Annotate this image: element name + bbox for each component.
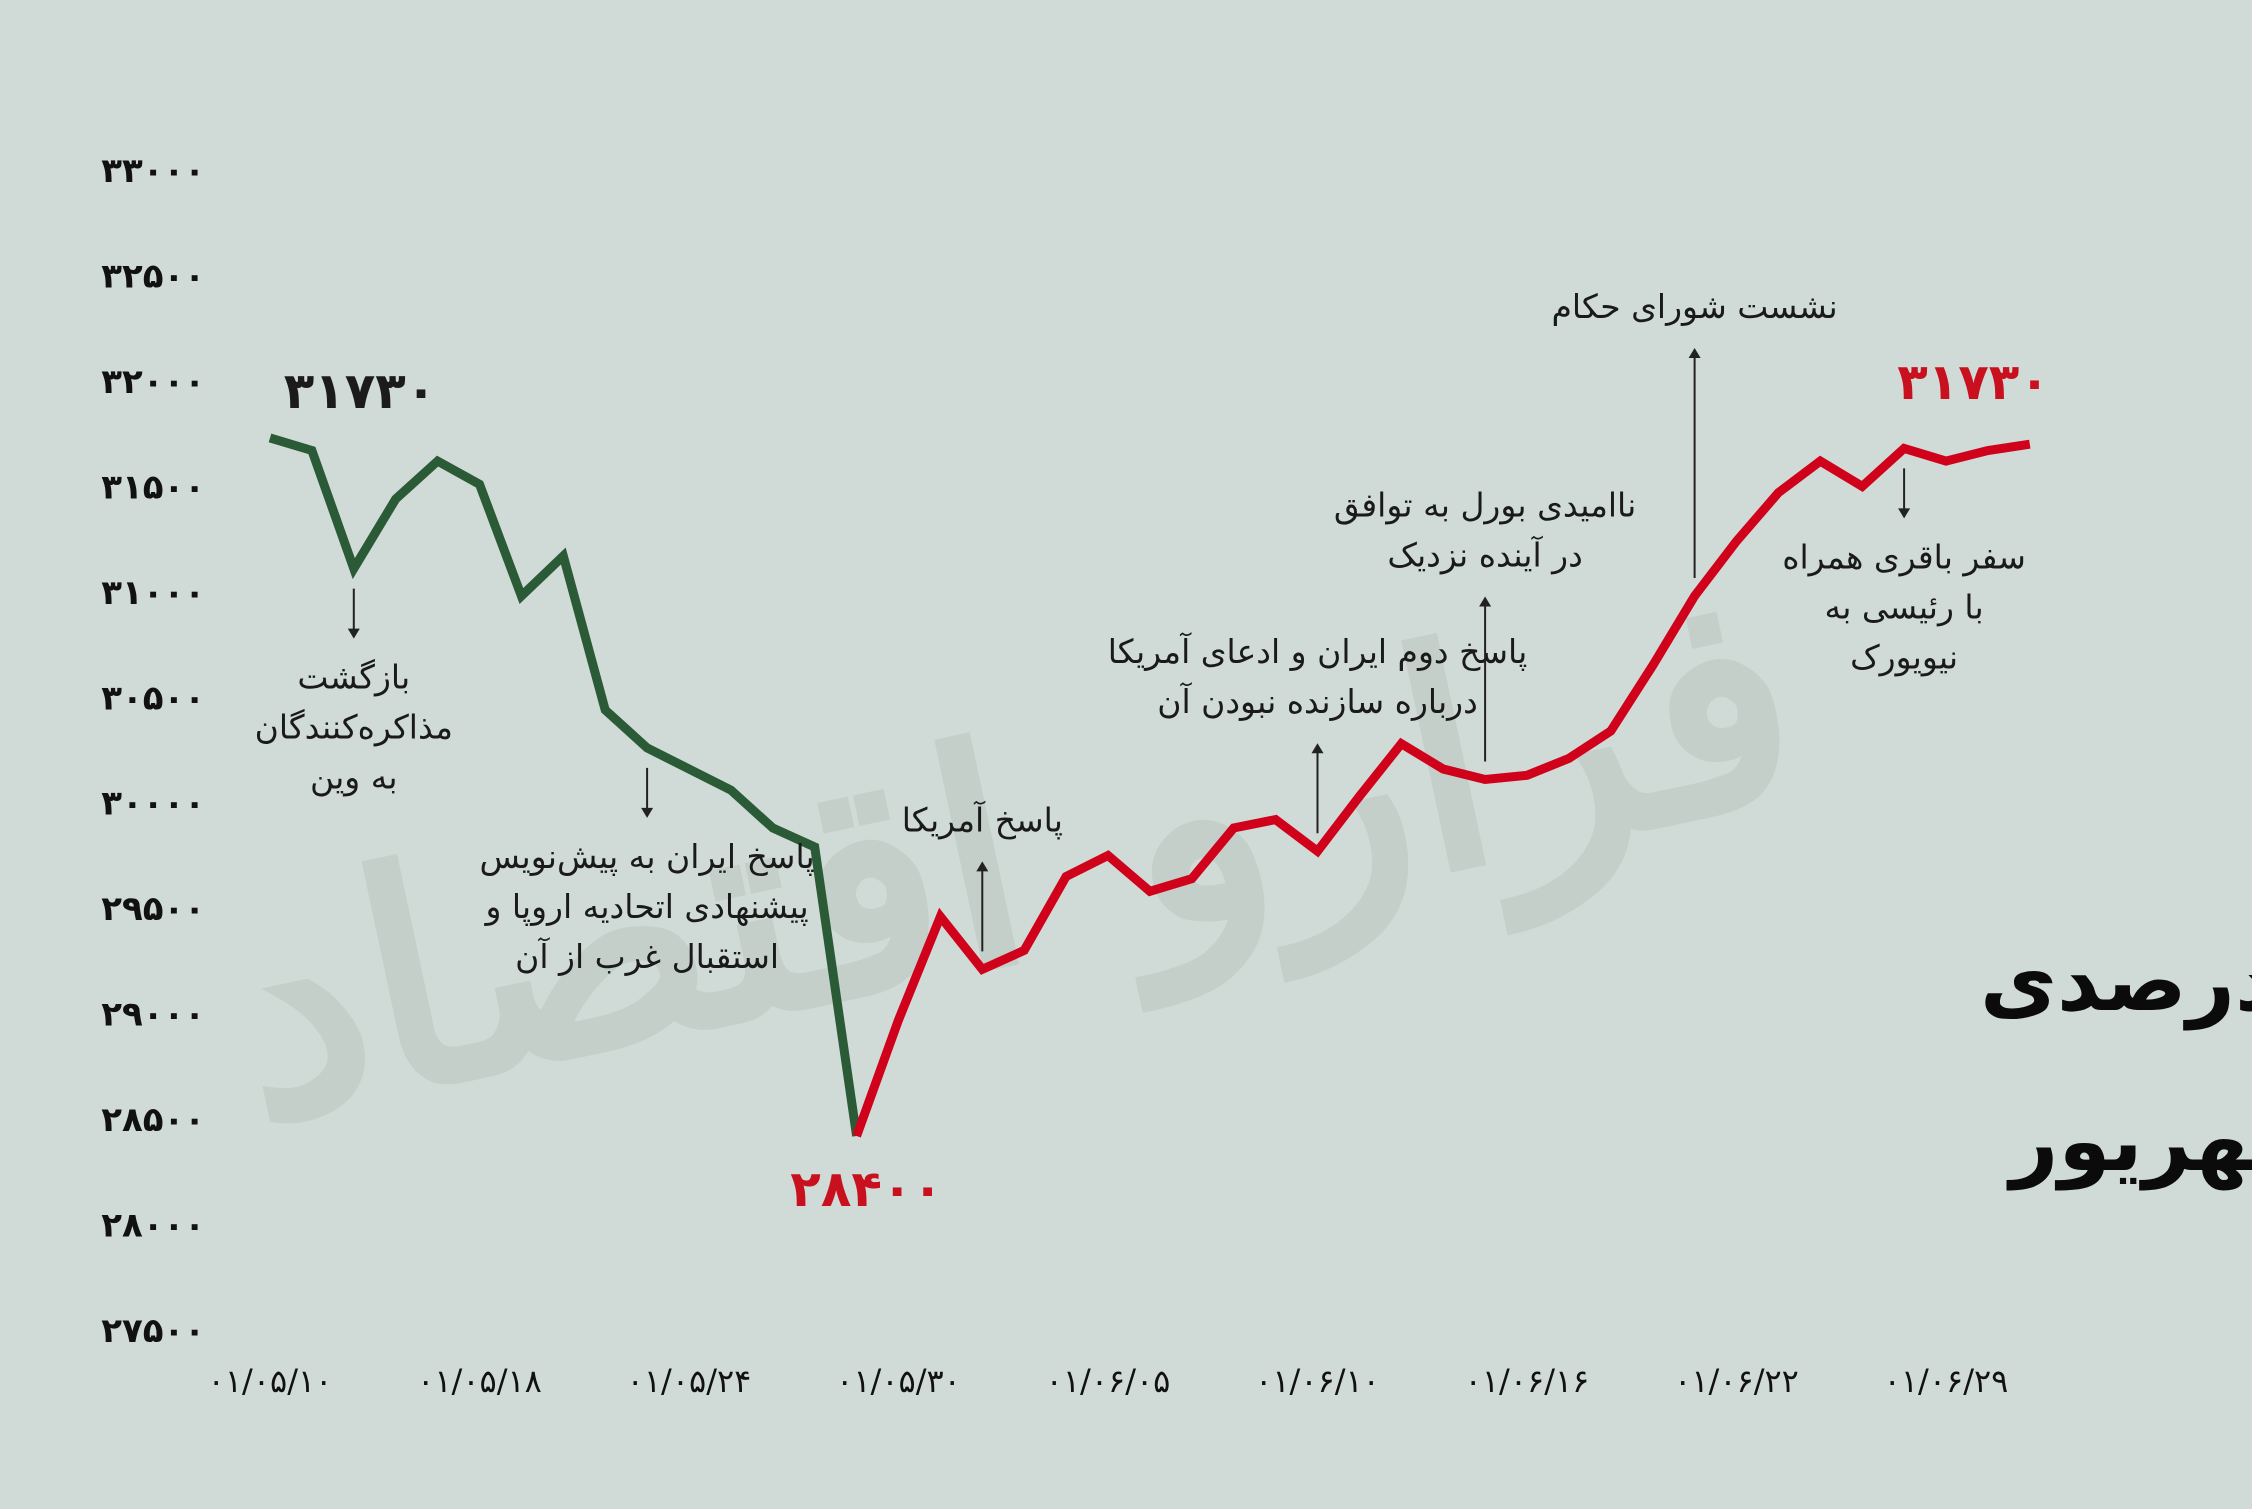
x-tick-label: ۰۱/۰۶/۱۶ — [1465, 1362, 1590, 1400]
annotation-text: نیویورک — [1850, 637, 1958, 676]
chart-title-line-2: قیمت دلار در شهریور — [2006, 1092, 2252, 1191]
series-line-2 — [852, 439, 2031, 1138]
annotation-text: استقبال غرب از آن — [515, 937, 779, 976]
annotation-text: نشست شورای حکام — [1551, 287, 1837, 326]
x-tick-label: ۰۱/۰۶/۲۹ — [1884, 1362, 2009, 1400]
y-tick-label: ۲۹۰۰۰ — [101, 995, 205, 1035]
watermark-logo: فرارو اقتصاد — [198, 515, 1827, 1199]
y-tick-label: ۲۹۵۰۰ — [101, 889, 205, 929]
annotation: سفر باقری همراه با رئیسی به نیویورک — [1782, 468, 2026, 676]
annotation-text: پاسخ آمریکا — [902, 800, 1063, 839]
annotation-text: سفر باقری همراه — [1782, 537, 2026, 576]
series-line-1 — [268, 433, 862, 1137]
y-tick-label: ۳۱۵۰۰ — [101, 467, 205, 507]
arrow-head-icon — [976, 861, 989, 872]
low-value-label: ۲۸۴۰۰ — [790, 1160, 943, 1218]
annotation: ناامیدی بورل به توافق در آینده نزدیک — [1334, 486, 1636, 762]
x-axis: ۰۱/۰۵/۱۰ ۰۱/۰۵/۱۸ ۰۱/۰۵/۲۴ ۰۱/۰۵/۳۰ ۰۱/۰۶/۰۵… — [208, 1362, 2009, 1400]
annotation-text: با رئیسی به — [1825, 587, 1984, 626]
annotation: نشست شورای حکام — [1551, 287, 1838, 579]
annotation-text: پاسخ ایران به پیش‌نویس — [479, 837, 814, 876]
y-tick-label: ۳۳۰۰۰ — [101, 151, 205, 191]
y-tick-label: ۳۲۵۰۰ — [101, 256, 205, 296]
arrow-head-icon — [1898, 508, 1911, 519]
annotation-text: درباره سازنده نبودن آن — [1157, 682, 1478, 721]
annotation-text: مذاکره‌کنندگان — [255, 708, 453, 747]
y-axis: ۳۳۰۰۰ ۳۲۵۰۰ ۳۲۰۰۰ ۳۱۵۰۰ ۳۱۰۰۰ ۳۰۵۰۰ ۳۰۰۰۰ ۲۹۵۰۰… — [101, 151, 205, 1351]
annotation-text: ناامیدی بورل به توافق — [1334, 486, 1636, 526]
y-tick-label: ۲۸۵۰۰ — [101, 1100, 205, 1140]
arrow-head-icon — [1479, 596, 1492, 607]
y-tick-label: ۳۰۵۰۰ — [101, 678, 205, 718]
chart-title-line-1: صعود ۷/۶ درصدی — [1980, 932, 2252, 1031]
arrow-head-icon — [641, 807, 654, 818]
end-value-label: ۳۱۷۳۰ — [1897, 353, 2050, 411]
arrow-head-icon — [1688, 348, 1701, 359]
x-tick-label: ۰۱/۰۵/۳۰ — [836, 1362, 961, 1400]
annotation-text: در آینده نزدیک — [1387, 536, 1582, 575]
y-tick-label: ۳۱۰۰۰ — [101, 573, 205, 613]
x-tick-label: ۰۱/۰۵/۲۴ — [627, 1362, 752, 1400]
annotation: پاسخ آمریکا — [902, 800, 1063, 952]
annotation: پاسخ ایران به پیش‌نویس پیشنهادی اتحادیه ا… — [479, 767, 815, 976]
y-tick-label: ۳۰۰۰۰ — [101, 784, 205, 824]
y-tick-label: ۲۸۰۰۰ — [101, 1206, 205, 1246]
annotation: پاسخ دوم ایران و ادعای آمریکا درباره سازن… — [1108, 632, 1528, 834]
arrow-head-icon — [1311, 743, 1324, 754]
annotation-text: پاسخ دوم ایران و ادعای آمریکا — [1108, 632, 1528, 671]
series-layer — [268, 433, 2031, 1138]
x-tick-label: ۰۱/۰۶/۱۰ — [1255, 1362, 1380, 1400]
y-tick-label: ۲۷۵۰۰ — [101, 1311, 205, 1351]
x-tick-label: ۰۱/۰۶/۰۵ — [1046, 1362, 1171, 1400]
start-value-label: ۳۱۷۳۰ — [284, 362, 437, 420]
annotation-text: پیشنهادی اتحادیه اروپا و — [483, 887, 808, 926]
arrow-head-icon — [347, 628, 360, 639]
point-labels: ۳۱۷۳۰ ۲۸۴۰۰ ۳۱۷۳۰ — [284, 353, 2050, 1218]
annotation-text: بازگشت — [297, 658, 410, 697]
annotation: بازگشت مذاکره‌کنندگان به وین — [255, 588, 453, 797]
x-tick-label: ۰۱/۰۵/۱۸ — [417, 1362, 542, 1400]
y-tick-label: ۳۲۰۰۰ — [101, 362, 205, 402]
annotations: بازگشت مذاکره‌کنندگان به وین پاسخ ایران به … — [255, 287, 2026, 976]
annotation-text: به وین — [310, 758, 398, 797]
x-tick-label: ۰۱/۰۶/۲۲ — [1674, 1362, 1799, 1400]
x-tick-label: ۰۱/۰۵/۱۰ — [208, 1362, 333, 1400]
